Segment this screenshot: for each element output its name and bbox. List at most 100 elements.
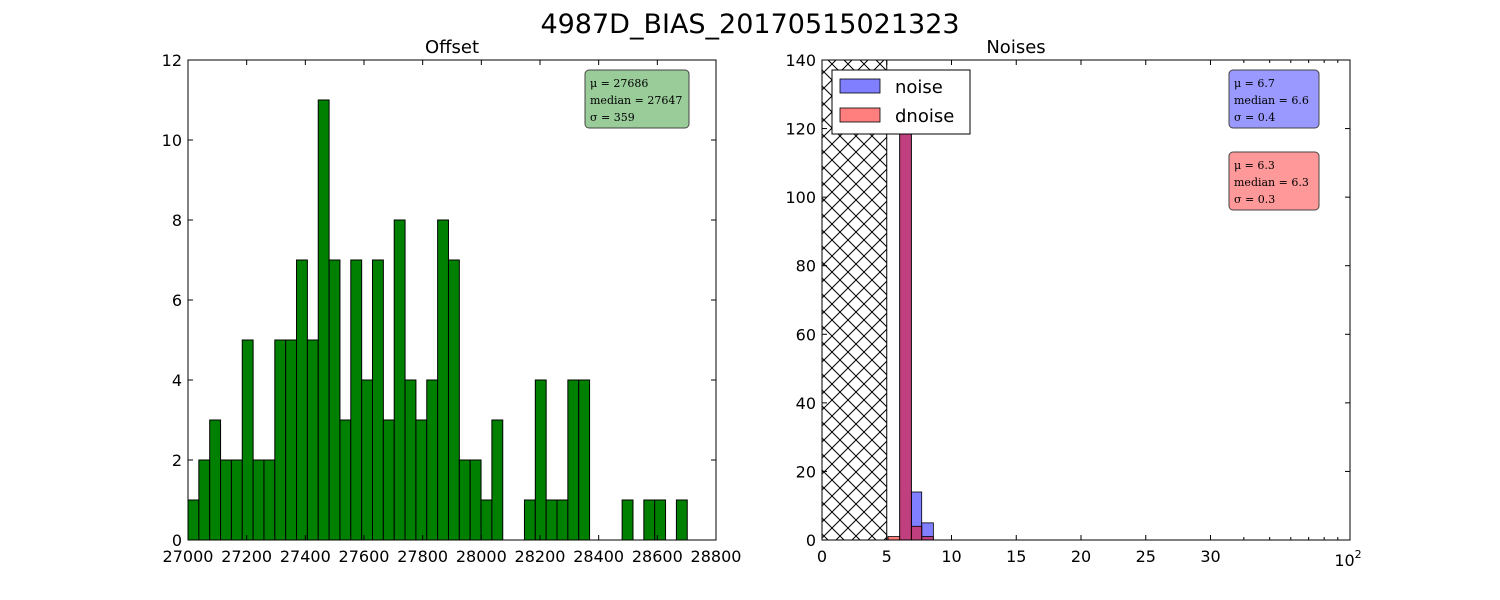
offset-histogram: Offset 27000 27200 27400 27600 27800 28000 282… (162, 37, 742, 566)
noises-ytick-label-0: 0 (806, 531, 816, 550)
offset-xtick-label-2: 27400 (280, 547, 331, 566)
offset-bar-5 (241, 339, 254, 541)
noises-ytick-label-2: 40 (796, 394, 816, 413)
offset-bar-0 (187, 499, 200, 541)
offset-xtick-label-8: 28600 (632, 547, 683, 566)
offset-bar-6 (252, 459, 265, 541)
offset-bar-16 (361, 379, 374, 541)
noises-ytick-label-5: 100 (785, 188, 816, 207)
noises-xtick-label-5: 25 (1136, 547, 1156, 566)
dnoise-bar-0 (887, 536, 901, 541)
offset-xtick-label-0: 27000 (163, 547, 214, 566)
legend-label-noise: noise (895, 77, 943, 98)
offset-bar-40 (675, 499, 688, 541)
offset-bar-4 (230, 459, 243, 541)
offset-bar-31 (523, 499, 536, 541)
noises-xtick-label-0: 0 (817, 547, 827, 566)
noises-histogram: Noises 0 5 10 15 20 25 30 102 0 20 40 60 80 100 120 140… (785, 37, 1361, 570)
offset-bar-28 (491, 419, 504, 541)
offset-bar-36 (578, 379, 591, 541)
dnoise-stats-median: median = 6.3 (1234, 176, 1309, 189)
dnoise-bar-1 (899, 128, 912, 541)
offset-bar-3 (220, 459, 232, 541)
offset-bar-32 (534, 379, 547, 541)
offset-ytick-label-1: 2 (172, 451, 182, 470)
offset-bar-1 (198, 459, 211, 541)
offset-bar-23 (437, 219, 449, 541)
offset-bar-11 (306, 339, 319, 541)
offset-bar-37 (621, 499, 634, 541)
offset-ytick-label-4: 8 (172, 211, 182, 230)
offset-bar-17 (372, 259, 384, 541)
offset-ytick-label-0: 0 (172, 531, 182, 550)
offset-bar-21 (415, 419, 428, 541)
offset-bar-7 (263, 459, 276, 541)
offset-bar-26 (469, 459, 482, 541)
offset-ytick-label-5: 10 (162, 131, 182, 150)
offset-bar-39 (654, 499, 667, 541)
offset-stats-sigma: σ = 359 (590, 111, 635, 124)
offset-bar-13 (328, 259, 341, 541)
noises-xtick-label-2: 10 (941, 547, 961, 566)
noises-xtick-label-4: 20 (1071, 547, 1091, 566)
offset-stats-median: median = 27647 (590, 94, 682, 107)
dnoise-stats-sigma: σ = 0.3 (1234, 193, 1275, 206)
noises-xtick-label-1: 5 (882, 547, 892, 566)
offset-ticks: 27000 27200 27400 27600 27800 28000 28200 28400… (162, 51, 742, 566)
offset-frame (187, 59, 717, 541)
noise-stats-mean: μ = 6.7 (1234, 77, 1275, 90)
noises-xtick-label-3: 15 (1006, 547, 1026, 566)
noises-ytick-label-1: 20 (796, 462, 816, 481)
offset-ytick-label-2: 4 (172, 371, 182, 390)
offset-bar-22 (426, 379, 439, 541)
offset-ytick-label-3: 6 (172, 291, 182, 310)
offset-title: Offset (425, 37, 479, 58)
noise-stats-sigma: σ = 0.4 (1234, 111, 1275, 124)
noises-ytick-label-7: 140 (785, 51, 816, 70)
legend-swatch-noise (839, 78, 881, 94)
offset-bar-35 (567, 379, 580, 541)
offset-bar-33 (545, 499, 558, 541)
offset-bar-27 (480, 499, 493, 541)
offset-xtick-label-5: 28000 (456, 547, 507, 566)
offset-bar-2 (209, 419, 222, 541)
offset-bar-12 (317, 99, 330, 541)
offset-xtick-label-1: 27200 (221, 547, 272, 566)
offset-bar-9 (285, 339, 298, 541)
noise-stats-median: median = 6.6 (1234, 94, 1309, 107)
offset-bar-14 (339, 419, 352, 541)
dnoise-stats-mean: μ = 6.3 (1234, 159, 1275, 172)
noises-ytick-label-3: 60 (796, 325, 816, 344)
noises-title: Noises (986, 37, 1045, 58)
dnoise-bar-3 (921, 536, 934, 541)
offset-xtick-label-7: 28400 (573, 547, 624, 566)
offset-bar-15 (350, 259, 363, 541)
dnoise-stats-box: μ = 6.3 median = 6.3 σ = 0.3 (1228, 151, 1320, 211)
noises-xtick-label-end: 102 (1334, 548, 1361, 570)
offset-stats-mean: μ = 27686 (590, 77, 648, 90)
noise-stats-box: μ = 6.7 median = 6.6 σ = 0.4 (1228, 69, 1320, 129)
offset-ytick-label-6: 12 (162, 51, 182, 70)
legend-label-dnoise: dnoise (895, 106, 954, 127)
dnoise-stats-background (1228, 151, 1320, 211)
offset-bar-10 (296, 259, 308, 541)
offset-xtick-label-9: 28800 (691, 547, 742, 566)
masked-region-hatch (821, 59, 888, 541)
legend-swatch-dnoise (839, 107, 881, 123)
offset-bar-19 (393, 219, 406, 541)
offset-bar-24 (447, 259, 460, 541)
offset-bar-18 (382, 419, 395, 541)
noises-ytick-label-6: 120 (785, 120, 816, 139)
noises-ytick-label-4: 80 (796, 257, 816, 276)
dnoise-bar-2 (910, 525, 923, 541)
noise-stats-background (1228, 69, 1320, 129)
offset-xtick-label-4: 27800 (397, 547, 448, 566)
noises-ticks: 0 5 10 15 20 25 30 102 0 20 40 60 80 100 120 140 (785, 51, 1361, 570)
offset-bar-25 (458, 459, 471, 541)
offset-bar-20 (404, 379, 417, 541)
noises-frame (821, 59, 1351, 541)
noises-xtick-label-6: 30 (1200, 547, 1220, 566)
figure-title: 4987D_BIAS_20170515021323 (540, 9, 959, 40)
offset-bar-8 (274, 339, 287, 541)
